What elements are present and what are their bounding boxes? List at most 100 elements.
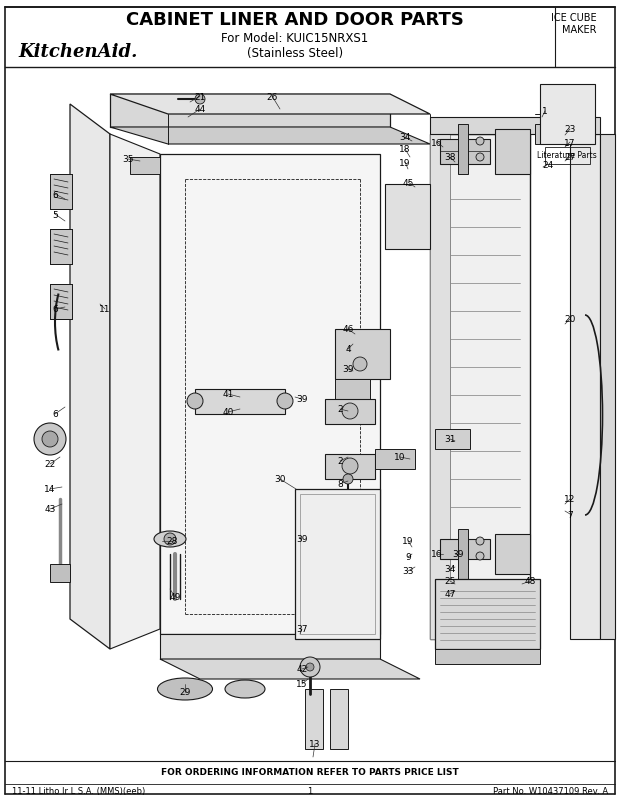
- Text: 43: 43: [44, 505, 56, 514]
- Circle shape: [187, 394, 203, 410]
- Text: 48: 48: [525, 577, 536, 585]
- Text: 16: 16: [432, 550, 443, 559]
- Polygon shape: [435, 649, 540, 664]
- Text: 45: 45: [402, 178, 414, 187]
- Text: 19: 19: [402, 537, 414, 546]
- Text: 39: 39: [296, 535, 308, 544]
- Text: 47: 47: [445, 589, 456, 599]
- Text: 1: 1: [542, 107, 548, 116]
- Text: 42: 42: [296, 665, 308, 674]
- Text: 17: 17: [564, 138, 576, 148]
- Text: 26: 26: [267, 92, 278, 101]
- Bar: [50, 565, 70, 582]
- Circle shape: [42, 431, 58, 448]
- Text: 7: 7: [567, 510, 573, 519]
- Polygon shape: [110, 95, 430, 115]
- Text: 4: 4: [345, 345, 351, 354]
- Polygon shape: [110, 128, 430, 145]
- Polygon shape: [440, 140, 490, 164]
- Text: 38: 38: [445, 153, 456, 162]
- Text: 5: 5: [52, 210, 58, 219]
- Text: ICE CUBE: ICE CUBE: [551, 13, 597, 23]
- Text: 11: 11: [99, 305, 111, 314]
- Circle shape: [300, 657, 320, 677]
- Text: 15: 15: [296, 679, 308, 689]
- Text: 6: 6: [52, 410, 58, 419]
- Circle shape: [353, 358, 367, 371]
- Text: 9: 9: [405, 553, 411, 561]
- Polygon shape: [435, 429, 470, 449]
- Polygon shape: [110, 95, 390, 128]
- Text: 20: 20: [564, 315, 576, 324]
- Polygon shape: [440, 539, 490, 559]
- Text: 2: 2: [337, 405, 343, 414]
- Text: 34: 34: [399, 133, 410, 142]
- Text: 49: 49: [169, 593, 180, 602]
- Text: FOR ORDERING INFORMATION REFER TO PARTS PRICE LIST: FOR ORDERING INFORMATION REFER TO PARTS …: [161, 768, 459, 776]
- Text: 28: 28: [166, 537, 178, 546]
- Text: 39: 39: [452, 550, 464, 559]
- Bar: [330, 689, 348, 749]
- Polygon shape: [160, 155, 380, 634]
- Text: (Stainless Steel): (Stainless Steel): [247, 47, 343, 60]
- Circle shape: [195, 95, 205, 105]
- Text: 37: 37: [296, 625, 308, 634]
- Polygon shape: [160, 659, 420, 679]
- Text: 22: 22: [45, 460, 56, 469]
- Polygon shape: [570, 135, 600, 639]
- Text: 33: 33: [402, 567, 414, 576]
- Polygon shape: [295, 489, 380, 639]
- Bar: [50, 285, 72, 320]
- Circle shape: [343, 475, 353, 484]
- Polygon shape: [540, 85, 595, 145]
- Text: For Model: KUIC15NRXS1: For Model: KUIC15NRXS1: [221, 31, 369, 44]
- Text: MAKER: MAKER: [562, 25, 597, 35]
- Text: 1: 1: [308, 787, 312, 796]
- Polygon shape: [130, 158, 160, 175]
- Polygon shape: [430, 135, 530, 639]
- Circle shape: [164, 533, 176, 545]
- Circle shape: [306, 663, 314, 671]
- Polygon shape: [458, 125, 468, 175]
- Circle shape: [476, 154, 484, 162]
- Polygon shape: [335, 379, 370, 399]
- Text: 19: 19: [399, 158, 410, 168]
- Text: 41: 41: [223, 390, 234, 399]
- Text: 11-11 Litho Ir L S.A. (MMS)(eeb): 11-11 Litho Ir L S.A. (MMS)(eeb): [12, 787, 145, 796]
- Text: CABINET LINER AND DOOR PARTS: CABINET LINER AND DOOR PARTS: [126, 11, 464, 29]
- Polygon shape: [495, 534, 530, 574]
- Text: 18: 18: [399, 145, 410, 154]
- Circle shape: [342, 403, 358, 419]
- Text: 30: 30: [274, 475, 286, 484]
- Text: 24: 24: [542, 160, 554, 169]
- Ellipse shape: [157, 678, 213, 700]
- Text: 35: 35: [122, 156, 134, 164]
- Polygon shape: [435, 579, 540, 649]
- Bar: [50, 175, 72, 210]
- Polygon shape: [430, 135, 450, 639]
- Circle shape: [476, 553, 484, 561]
- Polygon shape: [555, 110, 580, 140]
- Polygon shape: [160, 634, 380, 659]
- Text: 46: 46: [342, 325, 353, 334]
- Text: 44: 44: [195, 105, 206, 115]
- Text: Literature Parts: Literature Parts: [537, 152, 597, 160]
- Circle shape: [476, 537, 484, 545]
- Text: 39: 39: [342, 365, 354, 374]
- Text: 25: 25: [445, 577, 456, 585]
- Text: 29: 29: [179, 687, 191, 697]
- Polygon shape: [335, 330, 390, 379]
- Text: 23: 23: [564, 125, 576, 134]
- Ellipse shape: [154, 532, 186, 547]
- Polygon shape: [110, 135, 160, 649]
- Circle shape: [476, 138, 484, 146]
- Text: 39: 39: [296, 395, 308, 404]
- Circle shape: [277, 394, 293, 410]
- Bar: [50, 229, 72, 265]
- Text: 34: 34: [445, 565, 456, 573]
- Text: 12: 12: [564, 495, 576, 504]
- Polygon shape: [385, 184, 430, 249]
- Circle shape: [342, 459, 358, 475]
- Text: 2: 2: [337, 457, 343, 466]
- Text: KitchenAid.: KitchenAid.: [18, 43, 138, 61]
